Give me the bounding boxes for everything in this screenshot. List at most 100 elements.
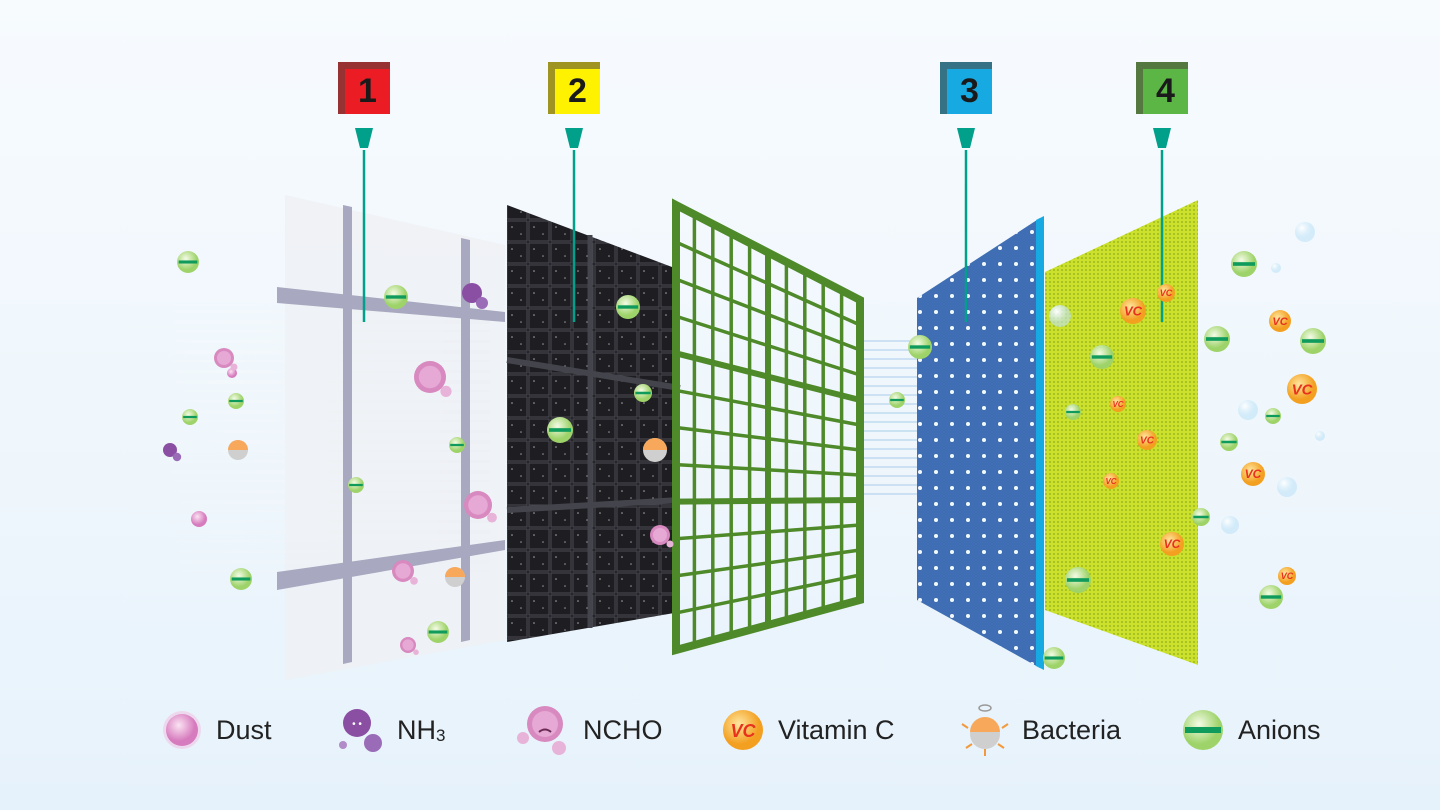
- filter-layer-1-prefilter: [277, 195, 505, 680]
- particles: VC VC VC VC VC VC VC VC VC VC: [163, 222, 1326, 669]
- vitamin-c-icon: VC: [1287, 374, 1317, 404]
- bubble: [1049, 305, 1071, 327]
- ncho-icon: [400, 637, 419, 655]
- grid-bar: [675, 425, 861, 452]
- filter-layer-4-vitamin-c: [1045, 200, 1198, 665]
- dust-icon: [227, 368, 237, 378]
- airflow-streak: [860, 340, 920, 342]
- anion-icon: [1065, 404, 1081, 420]
- svg-text:VC: VC: [1245, 467, 1262, 481]
- svg-text:VC: VC: [1105, 477, 1116, 486]
- airflow-streak: [860, 448, 920, 450]
- bubble: [1295, 222, 1315, 242]
- svg-text:VC: VC: [1164, 537, 1181, 551]
- legend-label: NH3: [397, 715, 445, 746]
- legend-item-bacteria: Bacteria: [960, 702, 1180, 758]
- anion-icon: [177, 251, 199, 273]
- vitamin-c-icon: VC: [1137, 430, 1157, 450]
- bubble: [1277, 477, 1297, 497]
- anion-icon: [1220, 433, 1238, 451]
- legend-item-vitamin-c: VC Vitamin C: [720, 707, 960, 753]
- ncho-icon: [650, 525, 674, 548]
- grid-bar: [675, 388, 861, 427]
- anion-icon: [449, 437, 465, 453]
- nh3-icon: [163, 443, 182, 462]
- airflow-streak: [860, 421, 920, 423]
- airflow-streak: [860, 367, 920, 369]
- nh3-icon: • •: [339, 709, 382, 752]
- airflow-streak: [860, 484, 920, 486]
- airflow-streak: [860, 376, 920, 378]
- anion-icon: [384, 285, 408, 309]
- bubble: [1221, 516, 1239, 534]
- grid-bar: [675, 350, 861, 403]
- bacteria-icon: [228, 440, 248, 460]
- pointer-arrow-icon: [957, 128, 975, 148]
- anion-icon: [228, 393, 244, 409]
- filter-layer-3-perforated: [917, 216, 1044, 670]
- filter-layer-grid-frame: [672, 198, 864, 656]
- grid-bar: [675, 277, 861, 352]
- vitamin-c-icon: VC: [1269, 310, 1291, 332]
- bacteria-icon: [445, 567, 465, 587]
- airflow-streak: [860, 457, 920, 459]
- anion-icon: [182, 409, 198, 425]
- airflow-streak: [860, 358, 920, 360]
- anion-icon: [348, 477, 364, 493]
- bubble: [1238, 400, 1258, 420]
- grid-bar: [675, 314, 861, 377]
- anion-icon: [427, 621, 449, 643]
- bacteria-icon: [643, 438, 667, 462]
- vitamin-c-icon: VC: [1110, 396, 1126, 412]
- legend: Dust • • NH3 NCHO VC Vitamin C Bacteria …: [160, 700, 1340, 760]
- anion-icon: [1065, 567, 1091, 593]
- airflow-streak: [860, 493, 920, 495]
- airflow-streak: [860, 466, 920, 468]
- anion-icon: [1192, 508, 1210, 526]
- svg-text:VC: VC: [1160, 288, 1173, 298]
- airflow-streak: [860, 403, 920, 405]
- grid-bar: [675, 497, 861, 505]
- anion-icon: [1043, 647, 1065, 669]
- airflow-streak: [860, 475, 920, 477]
- legend-item-anions: Anions: [1180, 707, 1321, 753]
- pointer-arrow-icon: [1153, 128, 1171, 148]
- legend-label: NCHO: [583, 714, 663, 745]
- legend-item-dust: Dust: [160, 708, 330, 752]
- anion-icon: [230, 568, 252, 590]
- anion-icon: [1300, 328, 1326, 354]
- svg-text:VC: VC: [1272, 316, 1288, 328]
- grid-bar: [675, 548, 861, 578]
- vitamin-c-icon: VC: [723, 710, 763, 750]
- layer-pointers: [355, 128, 1171, 322]
- layer-marker-4: 4: [1136, 62, 1188, 114]
- svg-text:VC: VC: [1292, 381, 1314, 398]
- svg-text:• •: • •: [352, 719, 362, 730]
- anion-icon: [616, 295, 640, 319]
- nh3-icon: [462, 283, 488, 309]
- vitamin-c-icon: VC: [1120, 298, 1146, 324]
- airflow-streak: [860, 412, 920, 414]
- anion-icon: [1259, 585, 1283, 609]
- bubble: [1271, 263, 1281, 273]
- ncho-icon: [464, 491, 497, 523]
- legend-label-text: NH: [397, 714, 436, 745]
- svg-text:VC: VC: [1112, 400, 1123, 409]
- anion-icon: [1204, 326, 1230, 352]
- airflow-streak: [860, 430, 920, 432]
- anion-icon: [547, 417, 573, 443]
- anion-icon: [1090, 345, 1114, 369]
- legend-label: Vitamin C: [778, 714, 895, 745]
- legend-label: Anions: [1238, 714, 1321, 745]
- vitamin-c-icon: VC: [1241, 462, 1265, 486]
- vitamin-c-icon: VC: [1157, 284, 1175, 302]
- pointer-arrow-icon: [565, 128, 583, 148]
- airflow-streak: [860, 349, 920, 351]
- bacteria-icon: [961, 704, 1009, 756]
- layer-marker-1: 1: [338, 62, 390, 114]
- legend-label-subscript: 3: [436, 725, 446, 745]
- anion-icon: [908, 335, 932, 359]
- ncho-icon: [414, 361, 452, 397]
- grid-bar: [675, 240, 861, 327]
